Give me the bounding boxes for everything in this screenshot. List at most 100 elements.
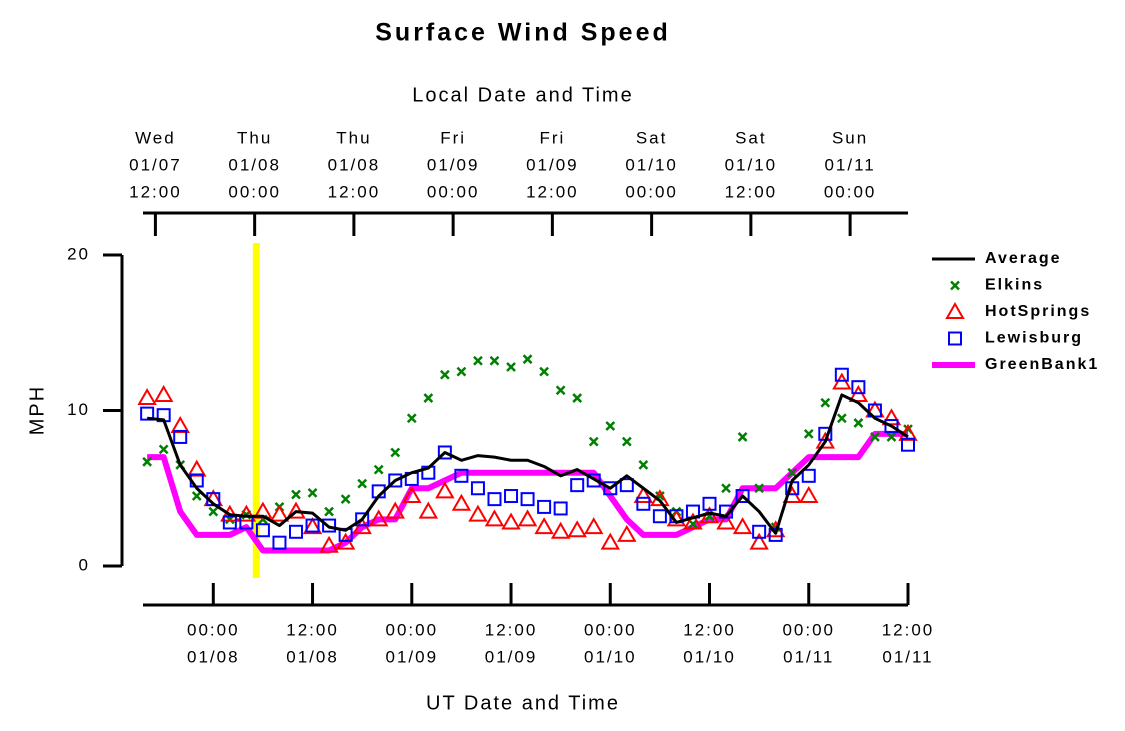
top-tick-label: 00:00 (625, 182, 678, 201)
square-marker (586, 473, 601, 488)
x-marker (291, 489, 301, 500)
x-marker (373, 464, 384, 475)
x-marker (588, 436, 599, 447)
x-marker (340, 494, 351, 505)
series-line (146, 393, 909, 535)
square-marker (537, 499, 552, 514)
square-marker (851, 380, 866, 395)
triangle-marker (468, 504, 488, 522)
x-marker (787, 467, 798, 478)
square-marker (801, 468, 816, 483)
triangle-marker (584, 517, 604, 535)
x-marker (357, 478, 368, 489)
triangle-marker (567, 520, 587, 538)
square-marker (553, 501, 568, 516)
x-marker (886, 432, 897, 442)
square-marker (470, 481, 485, 496)
triangle-marker (617, 524, 637, 542)
x-tick-label: 00:00 (782, 620, 835, 639)
triangle-marker (170, 416, 190, 434)
triangle-marker (385, 501, 405, 519)
triangle-marker (418, 501, 439, 519)
square-marker (437, 445, 452, 460)
x-marker (737, 432, 748, 442)
x-marker (836, 413, 847, 424)
square-marker (603, 481, 618, 496)
x-marker (522, 354, 533, 365)
top-tick-label: Thu (336, 128, 371, 147)
x-tick-label: 12:00 (882, 620, 935, 639)
square-marker (570, 478, 585, 493)
y-tick-label: 0 (79, 555, 90, 574)
x-axis-title: UT Date and Time (426, 692, 620, 714)
legend: Average Elkins HotSprings Lewisburg GreenBan… (932, 250, 1099, 373)
x-tick-label: 00:00 (187, 620, 240, 639)
triangle-marker (302, 517, 323, 535)
triangle-marker (550, 521, 571, 539)
y-axis-title: MPH (26, 385, 48, 435)
square-marker (289, 524, 303, 539)
top-tick-label: 01/11 (824, 155, 875, 174)
x-marker (489, 355, 500, 366)
triangle-marker (716, 512, 736, 530)
chart-title: Surface Wind Speed (375, 19, 671, 47)
x-marker (688, 519, 698, 529)
top-tick-label: Sat (636, 128, 668, 147)
x-marker (158, 444, 169, 455)
square-marker (901, 437, 915, 452)
x-marker (456, 366, 467, 377)
square-marker (322, 518, 337, 533)
square-marker (173, 429, 188, 444)
top-tick-label: 01/09 (427, 155, 480, 174)
square-marker (305, 518, 320, 533)
top-tick-label: 00:00 (427, 182, 480, 201)
top-tick-label: Wed (135, 128, 176, 147)
x-tick-label: 12:00 (485, 620, 538, 639)
square-marker (702, 496, 717, 511)
x-marker (803, 428, 814, 439)
x-tick-label: 01/09 (485, 647, 538, 666)
x-tick-label: 01/08 (187, 647, 240, 666)
x-marker (324, 506, 334, 517)
square-marker (948, 331, 962, 346)
top-tick-label: 01/10 (625, 155, 678, 174)
triangle-marker (435, 481, 455, 499)
legend-label: GreenBank1 (985, 356, 1099, 373)
y-tick-label: 20 (67, 244, 90, 263)
top-tick-label: 01/10 (725, 155, 778, 174)
x-marker (754, 483, 765, 494)
x-marker (208, 506, 219, 517)
triangle-marker (749, 532, 769, 550)
top-tick-label: 01/09 (526, 155, 579, 174)
triangle-marker (799, 486, 819, 504)
x-tick-label: 00:00 (386, 620, 439, 639)
square-marker (487, 492, 502, 507)
x-marker (142, 456, 153, 467)
triangle-marker (368, 509, 389, 527)
square-marker (520, 492, 535, 507)
x-marker (605, 421, 616, 431)
top-tick-label: 01/08 (328, 155, 381, 174)
legend-label: Average (985, 250, 1062, 267)
square-marker (619, 478, 634, 493)
square-marker (272, 535, 287, 550)
triangle-marker (534, 517, 554, 535)
x-marker (820, 397, 831, 408)
x-tick-label: 01/11 (882, 647, 933, 666)
triangle-marker (137, 388, 157, 406)
triangle-marker (402, 486, 422, 504)
triangle-marker (633, 486, 654, 504)
x-marker (423, 393, 434, 403)
top-tick-label: Fri (539, 128, 565, 147)
x-marker (572, 393, 583, 403)
top-tick-label: Sun (832, 128, 868, 147)
triangle-marker (881, 408, 902, 426)
triangle-marker (269, 504, 290, 522)
x-marker (638, 460, 649, 470)
x-marker (721, 483, 731, 494)
triangle-marker (451, 493, 472, 511)
y-tick-label: 10 (67, 400, 90, 419)
square-marker (884, 419, 899, 434)
x-tick-label: 01/09 (386, 647, 439, 666)
